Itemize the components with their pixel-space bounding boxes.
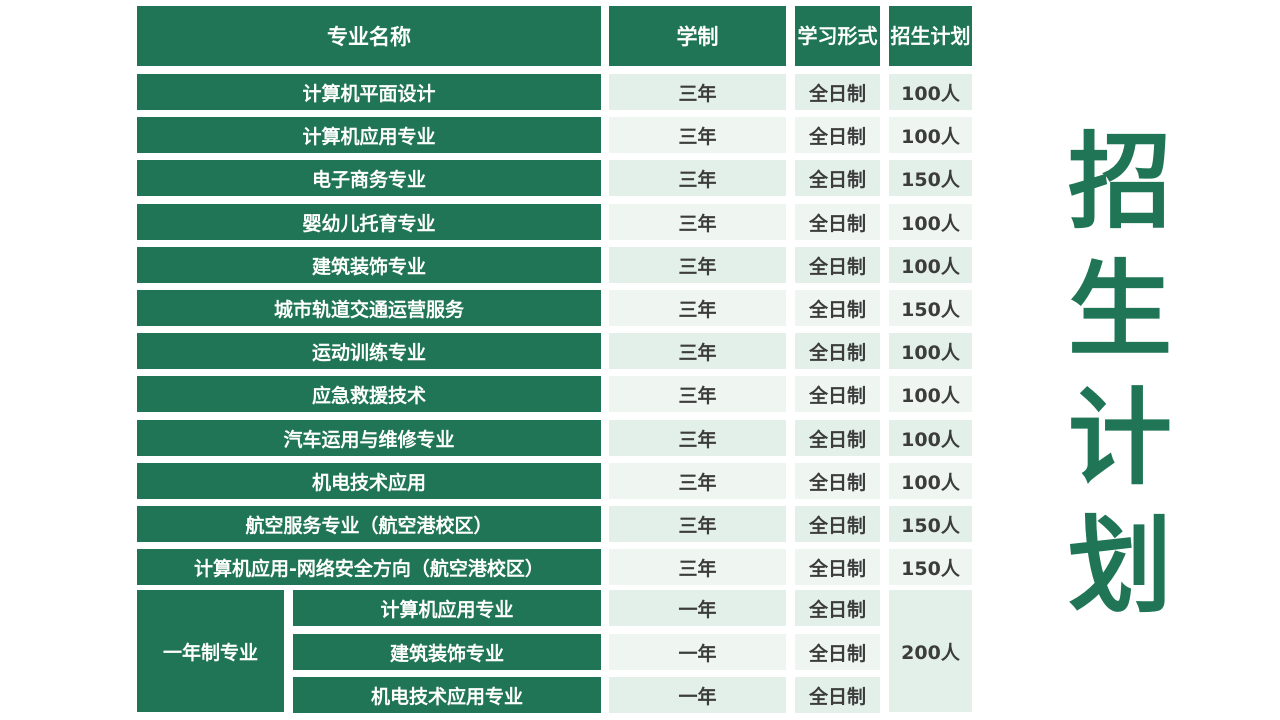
major-name-cell: 运动训练专业 [137,333,601,369]
quota-cell: 100人 [889,376,972,412]
major-name-cell: 航空服务专业（航空港校区） [137,506,601,542]
study-mode-cell: 全日制 [795,463,880,499]
major-name-cell: 计算机应用专业 [137,117,601,153]
header-mode: 学习形式 [795,6,880,66]
major-name-cell: 计算机平面设计 [137,74,601,110]
duration-cell: 三年 [609,247,786,283]
quota-cell-merged: 200人 [889,590,972,712]
major-name-cell: 城市轨道交通运营服务 [137,290,601,326]
duration-cell: 三年 [609,290,786,326]
quota-cell: 100人 [889,333,972,369]
study-mode-cell: 全日制 [795,204,880,240]
enrollment-plan-title: 招 生 计 划 [1062,118,1178,630]
quota-cell: 150人 [889,506,972,542]
duration-cell: 三年 [609,160,786,196]
duration-cell: 三年 [609,117,786,153]
major-name-cell: 电子商务专业 [137,160,601,196]
major-name-cell: 婴幼儿托育专业 [137,204,601,240]
duration-cell: 三年 [609,204,786,240]
duration-cell: 一年 [609,590,786,626]
study-mode-cell: 全日制 [795,290,880,326]
duration-cell: 三年 [609,420,786,456]
duration-cell: 三年 [609,74,786,110]
duration-cell: 三年 [609,333,786,369]
major-name-cell: 机电技术应用 [137,463,601,499]
title-char: 计 [1067,377,1172,499]
study-mode-cell: 全日制 [795,420,880,456]
title-char: 招 [1067,121,1172,243]
study-mode-cell: 全日制 [795,247,880,283]
study-mode-cell: 全日制 [795,590,880,626]
quota-cell: 100人 [889,204,972,240]
major-name-cell: 机电技术应用专业 [293,677,601,713]
duration-cell: 三年 [609,549,786,585]
title-char: 生 [1067,249,1172,371]
quota-cell: 100人 [889,247,972,283]
quota-cell: 100人 [889,463,972,499]
study-mode-cell: 全日制 [795,160,880,196]
quota-cell: 150人 [889,290,972,326]
quota-cell: 100人 [889,117,972,153]
study-mode-cell: 全日制 [795,117,880,153]
study-mode-cell: 全日制 [795,376,880,412]
major-name-cell: 建筑装饰专业 [293,634,601,670]
major-name-cell: 计算机应用专业 [293,590,601,626]
study-mode-cell: 全日制 [795,506,880,542]
study-mode-cell: 全日制 [795,677,880,713]
duration-cell: 三年 [609,376,786,412]
major-name-cell: 建筑装饰专业 [137,247,601,283]
duration-cell: 三年 [609,506,786,542]
major-name-cell: 汽车运用与维修专业 [137,420,601,456]
quota-cell: 150人 [889,160,972,196]
study-mode-cell: 全日制 [795,549,880,585]
duration-cell: 三年 [609,463,786,499]
quota-cell: 100人 [889,74,972,110]
title-char: 划 [1067,505,1172,627]
duration-cell: 一年 [609,634,786,670]
header-duration: 学制 [609,6,786,66]
header-name: 专业名称 [137,6,601,66]
header-quota: 招生计划 [889,6,972,66]
duration-cell: 一年 [609,677,786,713]
study-mode-cell: 全日制 [795,333,880,369]
quota-cell: 150人 [889,549,972,585]
major-name-cell: 计算机应用-网络安全方向（航空港校区） [137,549,601,585]
study-mode-cell: 全日制 [795,634,880,670]
major-name-cell: 应急救援技术 [137,376,601,412]
group-label-one-year: 一年制专业 [137,590,284,712]
study-mode-cell: 全日制 [795,74,880,110]
quota-cell: 100人 [889,420,972,456]
